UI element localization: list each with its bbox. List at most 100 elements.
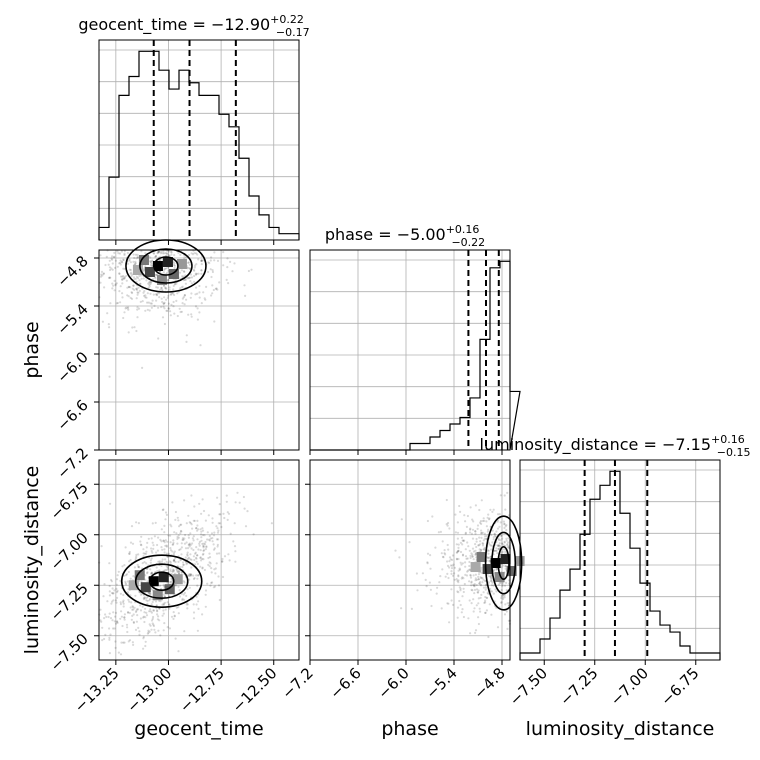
scatter-point [173, 550, 176, 553]
scatter-point [247, 269, 250, 273]
scatter-point [479, 549, 483, 552]
histogram-geocent_time [98, 50, 300, 240]
scatter-point [124, 582, 127, 585]
scatter-point [120, 641, 123, 644]
scatter-point [142, 555, 145, 558]
density-block [482, 564, 493, 575]
scatter-point [480, 566, 483, 569]
scatter-point [132, 276, 136, 279]
scatter-point [206, 582, 209, 585]
scatter-point [133, 566, 136, 569]
scatter-point [159, 288, 162, 291]
scatter-point [110, 602, 113, 605]
scatter-point [187, 277, 190, 280]
scatter-point [166, 252, 169, 255]
scatter-point [435, 592, 438, 595]
scatter-point [469, 554, 472, 558]
scatter-point [426, 562, 429, 565]
scatter-point [143, 561, 146, 564]
scatter-point [113, 251, 116, 254]
scatter-point [151, 259, 154, 262]
scatter-point [172, 569, 176, 573]
scatter-point [135, 329, 138, 333]
scatter-point [161, 300, 164, 304]
scatter-point [162, 305, 165, 308]
scatter-point [143, 294, 146, 297]
scatter-point [470, 532, 473, 535]
scatter-point [134, 262, 137, 266]
scatter-point [243, 507, 246, 510]
scatter-point [146, 602, 149, 606]
scatter-point [216, 531, 220, 534]
scatter-point [456, 550, 460, 553]
scatter-point [449, 558, 452, 561]
scatter-point [436, 586, 439, 589]
scatter-point [484, 611, 487, 615]
scatter-point [102, 272, 105, 275]
scatter-point [144, 616, 147, 619]
scatter-point [501, 550, 504, 554]
scatter-point [103, 637, 106, 641]
scatter-point [105, 255, 108, 258]
scatter-point [181, 285, 184, 288]
scatter-point [200, 533, 203, 536]
scatter-point [470, 581, 473, 584]
scatter-point [207, 261, 210, 264]
scatter-point [458, 567, 461, 570]
scatter-point [457, 549, 460, 552]
scatter-point [210, 571, 213, 574]
scatter-point [497, 537, 500, 540]
scatter-point [161, 558, 164, 561]
scatter-point [470, 580, 473, 583]
scatter-point [202, 558, 205, 561]
scatter-point [498, 581, 501, 585]
scatter-point [477, 597, 480, 600]
scatter-point [471, 547, 475, 550]
scatter-point [156, 570, 159, 573]
scatter-point [143, 552, 146, 555]
scatter-point [238, 501, 241, 504]
scatter-point [468, 564, 471, 568]
scatter-point [204, 593, 207, 596]
scatter-point [182, 270, 185, 273]
scatter-point [456, 579, 459, 583]
scatter-point [250, 268, 253, 271]
scatter-point [115, 583, 118, 586]
scatter-point [185, 334, 188, 337]
scatter-point [175, 282, 178, 285]
tick-label-x-luminosity_distance: −6.75 [657, 664, 702, 709]
scatter-point [197, 573, 200, 577]
scatter-point [108, 612, 111, 615]
scatter-point [192, 548, 195, 552]
scatter-point [175, 606, 178, 609]
scatter-point [476, 524, 480, 527]
scatter-point [122, 599, 125, 602]
scatter-point [213, 547, 216, 550]
scatter-point [111, 282, 114, 285]
scatter-point [487, 513, 490, 516]
scatter-point [480, 568, 483, 571]
scatter-point [180, 269, 183, 272]
scatter-point [113, 279, 116, 282]
scatter-point [475, 540, 478, 543]
scatter-point [168, 560, 171, 563]
scatter-point [190, 558, 193, 562]
density-block [476, 552, 487, 563]
scatter-point [122, 601, 125, 604]
scatter-point [132, 284, 135, 287]
scatter-point [226, 266, 229, 269]
scatter-point [157, 250, 160, 253]
scatter-point [179, 253, 182, 256]
scatter-point [164, 539, 167, 542]
scatter-point [132, 613, 135, 616]
scatter-point [186, 603, 189, 606]
scatter-point [499, 581, 502, 584]
scatter-point [130, 525, 134, 528]
scatter-point [471, 553, 474, 556]
scatter-point [126, 294, 129, 297]
scatter-point [129, 272, 132, 275]
scatter-point [222, 251, 225, 254]
scatter-point [452, 603, 455, 607]
scatter-point [144, 309, 147, 312]
scatter-point [152, 277, 155, 281]
